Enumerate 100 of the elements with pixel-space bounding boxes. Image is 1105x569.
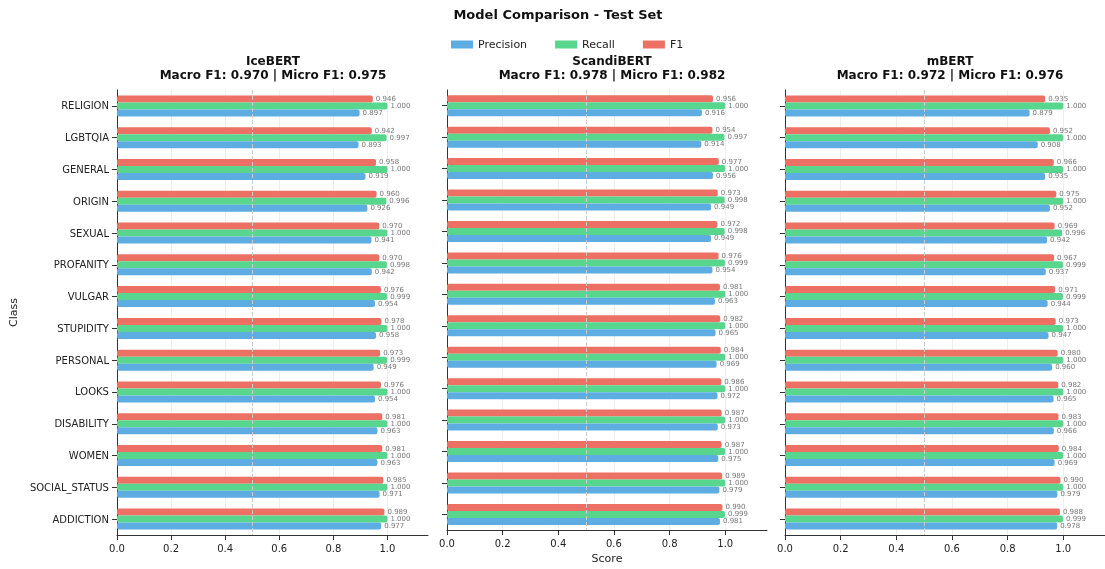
bar	[785, 445, 1059, 453]
x-tick-label: 0.0	[777, 542, 793, 554]
bar	[447, 158, 719, 166]
bar	[785, 317, 1056, 325]
bar	[116, 165, 388, 173]
bar	[785, 254, 1055, 262]
bar	[447, 510, 725, 518]
bar	[785, 508, 1060, 516]
chart-subtitle: Macro F1: 0.978 | Micro F1: 0.982	[498, 68, 726, 82]
bar	[116, 413, 383, 421]
x-tick-label: 0.4	[217, 542, 234, 554]
bar	[785, 420, 1064, 428]
x-tick-label: 1.0	[717, 537, 734, 549]
bar	[785, 95, 1046, 103]
bar	[785, 515, 1063, 523]
y-tick-label: WOMEN	[68, 450, 109, 462]
bar	[447, 385, 726, 393]
bar	[116, 286, 381, 294]
chart-subtitle: Macro F1: 0.970 | Micro F1: 0.975	[159, 68, 387, 82]
legend-label: Recall	[582, 38, 615, 51]
bar	[447, 360, 717, 368]
bar	[447, 322, 726, 330]
bar	[116, 197, 387, 205]
bar	[785, 381, 1059, 389]
bar	[116, 134, 387, 142]
bar	[447, 227, 725, 235]
bar	[785, 268, 1046, 276]
bar	[116, 483, 388, 491]
bar	[116, 508, 385, 516]
bar	[785, 165, 1064, 173]
bar	[785, 324, 1064, 332]
x-tick-label: 0.0	[109, 542, 125, 554]
bar	[785, 459, 1055, 467]
bar	[116, 476, 384, 484]
bar	[785, 490, 1058, 498]
bar	[447, 472, 723, 480]
bar	[447, 409, 722, 417]
bar	[116, 254, 380, 262]
x-tick-label: 0.6	[271, 542, 288, 554]
bar	[447, 297, 715, 305]
bar	[785, 158, 1054, 166]
bar	[785, 300, 1048, 308]
bar	[447, 234, 712, 242]
bar	[785, 236, 1048, 244]
bar	[447, 189, 718, 197]
bar	[116, 236, 372, 244]
bar	[116, 317, 382, 325]
y-tick-label: GENERAL	[62, 163, 110, 175]
bar	[116, 363, 374, 371]
bar	[785, 109, 1030, 117]
bar	[447, 441, 722, 449]
x-axis-title: Score	[591, 552, 623, 565]
bar	[116, 459, 378, 467]
bar	[447, 196, 725, 204]
chart-title: IceBERT	[246, 54, 301, 68]
bar	[785, 413, 1059, 421]
bar	[785, 197, 1064, 205]
bar	[785, 331, 1049, 339]
bar	[447, 455, 719, 463]
y-tick-label: PROFANITY	[53, 259, 110, 271]
bar	[447, 109, 702, 117]
bar	[116, 293, 388, 301]
bar	[116, 95, 373, 103]
bar	[785, 261, 1063, 269]
bar	[447, 416, 726, 424]
bar	[785, 349, 1058, 357]
bar	[116, 356, 388, 364]
x-tick-label: 0.8	[325, 542, 342, 554]
y-tick-label: LOOKS	[75, 386, 109, 398]
bar	[785, 172, 1046, 180]
chart-subtitle: Macro F1: 0.972 | Micro F1: 0.976	[836, 68, 1064, 82]
bar	[785, 476, 1061, 484]
y-tick-label: STUPIDITY	[57, 322, 110, 334]
bar	[785, 141, 1038, 149]
bar	[116, 172, 366, 180]
bar	[447, 517, 720, 525]
bar	[785, 293, 1063, 301]
legend-label: F1	[669, 38, 684, 51]
bar	[116, 324, 388, 332]
bar	[447, 346, 721, 354]
x-tick-label: 0.2	[163, 542, 180, 554]
chart-title: ScandiBERT	[572, 54, 653, 68]
bar	[116, 349, 381, 357]
bar	[785, 102, 1064, 110]
bar	[785, 395, 1054, 403]
bar	[116, 381, 381, 389]
bar	[447, 140, 702, 148]
bar	[447, 392, 718, 400]
bar	[116, 229, 388, 237]
bar	[116, 222, 380, 230]
x-tick-label: 0.2	[832, 542, 849, 554]
legend-label: Precision	[478, 38, 528, 51]
x-tick-label: 0.8	[661, 537, 678, 549]
bar	[116, 158, 377, 166]
bar	[447, 315, 721, 323]
bar	[785, 222, 1055, 230]
bar	[116, 331, 377, 339]
y-axis-title: Class	[7, 297, 20, 327]
bar	[116, 395, 375, 403]
bar	[785, 452, 1064, 460]
